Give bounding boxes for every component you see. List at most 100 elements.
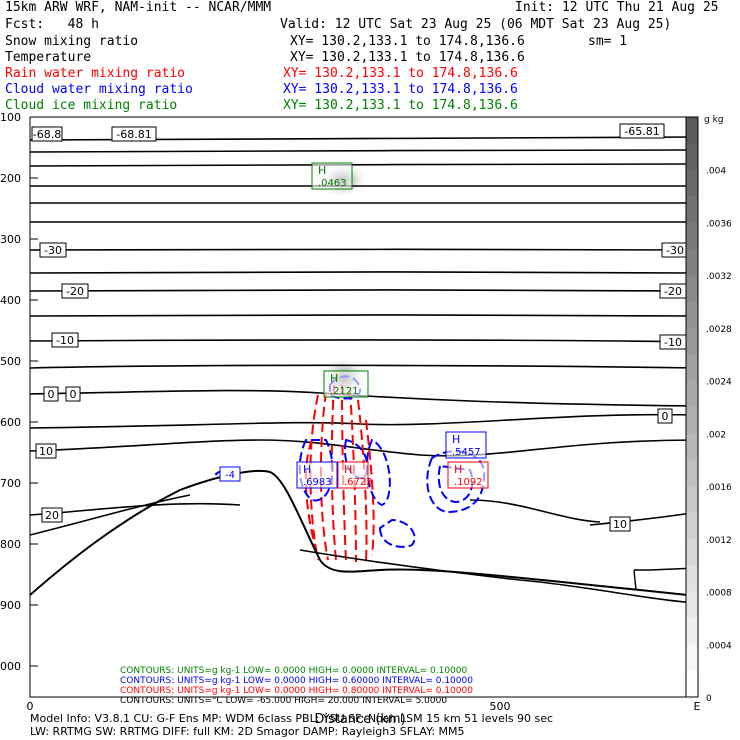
smoothing-value: sm= 1 [588,34,628,49]
y-tick-label: 400 [0,294,21,307]
y-tick-label: 700 [0,477,21,490]
extremum-marker: -4 [219,466,241,482]
svg-text:20: 20 [45,509,59,522]
colorbar-cell [686,644,698,672]
cloud-water-contour [298,439,334,502]
valid-time: Valid: 12 UTC Sat 23 Aug 25 (06 MDT Sat … [280,17,672,32]
svg-text:.5457: .5457 [452,447,481,458]
legend-line: CONTOURS: UNITS=g kg-1 LOW= 0.0000 HIGH=… [120,666,468,676]
colorbar-cell [686,354,698,382]
colorbar-tick-label: .0032 [706,272,732,282]
svg-text:-10: -10 [56,334,74,347]
svg-text:.0463: .0463 [318,178,347,189]
svg-text:-4: -4 [225,470,235,481]
field-name: Cloud ice mixing ratio [5,98,178,113]
x-axis-label: Distance (km) [314,712,405,727]
svg-text:0: 0 [48,388,55,401]
contour-label: -65.81 [619,123,665,139]
colorbar-tick-label: .0024 [706,378,732,388]
isotherm-line [29,248,698,251]
colorbar-cell [686,117,698,144]
isotherm-line [29,149,698,153]
colorbar-unit: g kg [704,115,724,125]
x-tick-label: 500 [490,700,511,713]
legend-line: CONTOURS: UNITS=g kg-1 LOW= 0.0000 HIGH=… [120,686,473,696]
terrain [29,469,698,604]
colorbar-cell [686,591,698,619]
colorbar-cell [686,143,698,171]
contour-label: -68.8 [31,126,63,142]
y-tick-label: 900 [0,599,21,612]
legend-line: CONTOURS: UNITS=g kg-1 LOW= 0.0000 HIGH=… [120,676,473,686]
extremum-marker: H.1092 [447,461,489,489]
isotherm-line [29,163,698,167]
y-axis: 100 200 300 400 500 600 700 800 900 1000 [0,111,38,673]
isotherm-line [29,364,698,369]
colorbar-cell [686,248,698,276]
y-tick-label: 800 [0,538,21,551]
colorbar-cell [686,538,698,566]
y-tick-label: 300 [0,233,21,246]
colorbar-cell [686,327,698,355]
field-xy: XY= 130.2,133.1 to 174.8,136.6 [283,98,518,113]
svg-text:-68.81: -68.81 [116,128,151,141]
colorbar-cell [686,433,698,461]
model-footer: Model Info: V3.8.1 CU: G-F Ens MP: WDM 6… [30,712,553,738]
contour-legend: CONTOURS: UNITS=g kg-1 LOW= 0.0000 HIGH=… [120,666,473,706]
plot-frame [29,116,698,698]
y-tick-label: 500 [0,355,21,368]
field-name: Temperature [5,50,92,65]
svg-text:-30: -30 [44,244,62,257]
contour-label: -30 [661,242,689,258]
svg-text:-20: -20 [66,285,84,298]
colorbar-cell [686,565,698,593]
colorbar-cell [686,169,698,197]
cloud-water-contour [378,518,416,548]
colorbar-tick-label: .0036 [706,219,732,229]
contour-label: -20 [61,283,89,299]
isotherm-line [29,271,698,274]
colorbar-cell [686,486,698,513]
colorbar-tick-label: .0028 [706,325,732,335]
svg-text:H: H [303,463,311,476]
extremum-marker: H.2121 [323,370,369,398]
field-xy: XY= 130.2,133.1 to 174.8,136.6 [283,82,518,97]
contour-label: -68.81 [111,126,157,142]
contour-label: 10 [609,516,631,532]
svg-text:H: H [318,164,326,177]
isotherm-line [29,136,698,141]
isotherm-line [299,549,698,604]
isotherm-line [29,289,698,292]
contour-label: 20 [41,507,63,523]
svg-text:H: H [344,463,352,476]
field-name: Rain water mixing ratio [5,66,186,81]
svg-text:.6723: .6723 [344,477,373,488]
field-xy: XY= 130.2,133.1 to 174.8,136.6 [290,34,525,49]
colorbar-tick-label: .0016 [706,483,732,493]
y-tick-label: 100 [0,111,21,124]
contour-label: 10 [35,443,57,459]
terrain-line [29,469,698,597]
legend-line: CONTOURS: UNITS=°C LOW= -65.000 HIGH= 20… [120,696,447,706]
colorbar-tick-label: .004 [706,167,726,177]
isotherm-line [29,314,698,317]
svg-text:-10: -10 [664,336,682,349]
colorbar-cell [686,380,698,408]
contour-labels: -68.8 -68.81 -65.81 -30 -30 -20 -20 -10 -10 0 0 0 10… [31,123,689,532]
isotherm-line [633,567,698,591]
colorbar-cell [686,275,698,303]
svg-text:-30: -30 [666,244,684,257]
y-tick-label: 1000 [0,660,21,673]
colorbar-cell [686,407,698,434]
contour-label: -30 [39,242,67,258]
svg-text:0: 0 [70,388,77,401]
isotherm-line [29,494,601,536]
field-name: Cloud water mixing ratio [5,82,193,97]
isotherm-line [29,413,698,429]
y-tick-label: 200 [0,172,21,185]
svg-text:H: H [330,372,338,385]
colorbar-cell [686,670,698,698]
svg-text:.6983: .6983 [303,477,332,488]
